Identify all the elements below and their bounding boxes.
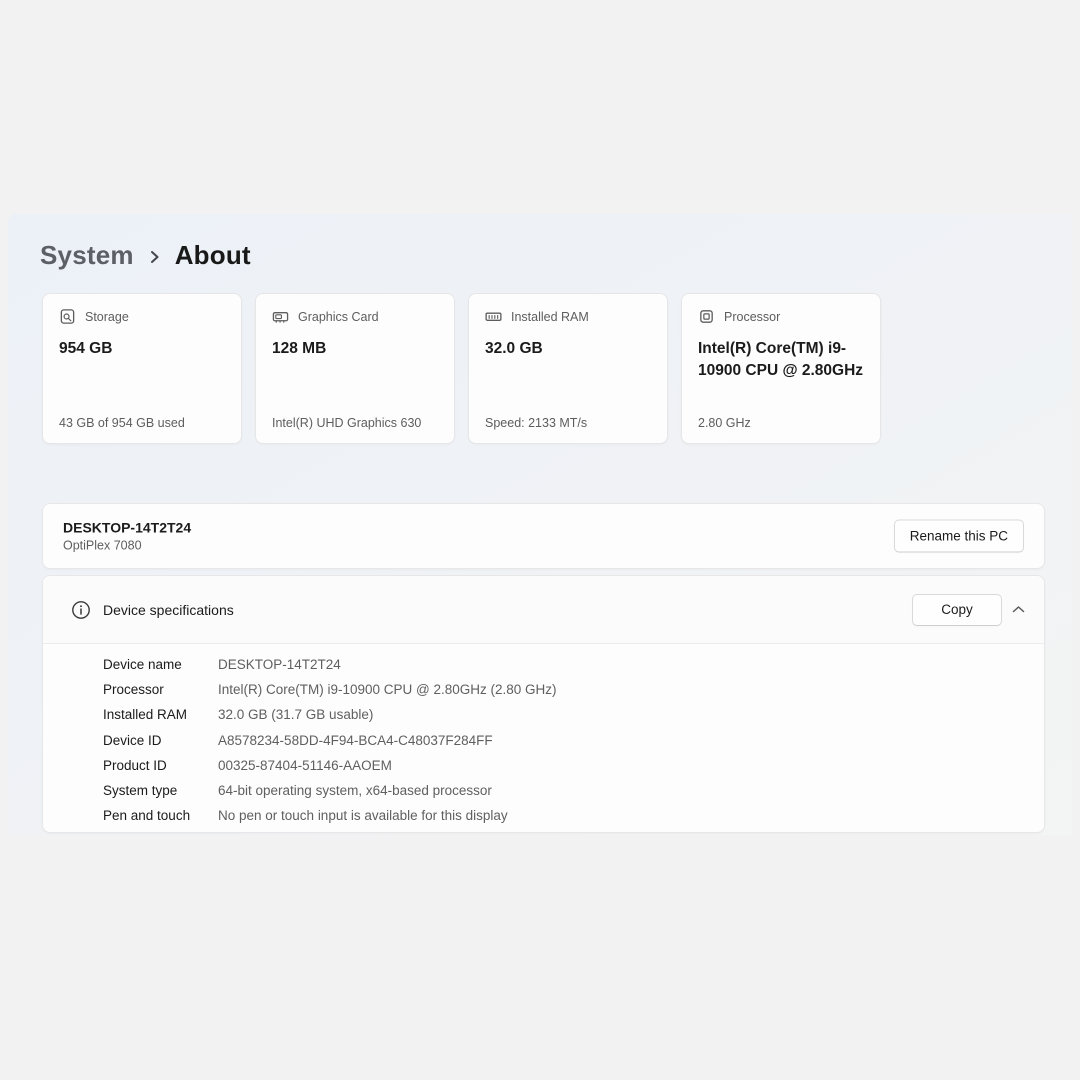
card-detail: Intel(R) UHD Graphics 630	[272, 416, 422, 430]
processor-icon	[698, 308, 715, 325]
spec-value: 00325-87404-51146-AAOEM	[218, 757, 392, 773]
spec-label: Installed RAM	[103, 707, 188, 723]
chevron-up-icon[interactable]	[1005, 597, 1031, 623]
spec-value: 64-bit operating system, x64-based proce…	[218, 783, 492, 799]
processor-card: Processor Intel(R) Core(TM) i9-10900 CPU…	[681, 293, 881, 444]
card-value: Intel(R) Core(TM) i9-10900 CPU @ 2.80GHz	[698, 340, 864, 379]
rename-pc-button[interactable]: Rename this PC	[893, 519, 1024, 553]
spec-value: A8578234-58DD-4F94-BCA4-C48037F284FF	[218, 732, 493, 748]
summary-cards: Storage 954 GB 43 GB of 954 GB used Grap…	[42, 293, 881, 444]
spec-row-device-name: Device name DESKTOP-14T2T24	[43, 652, 1044, 677]
spec-value: 32.0 GB (31.7 GB usable)	[218, 707, 374, 723]
spec-label: Processor	[103, 682, 164, 698]
graphics-card-card: Graphics Card 128 MB Intel(R) UHD Graphi…	[255, 293, 455, 444]
storage-card: Storage 954 GB 43 GB of 954 GB used	[42, 293, 242, 444]
ram-icon	[485, 308, 502, 325]
page-title: About	[174, 240, 251, 270]
info-icon	[71, 600, 91, 620]
card-label: Graphics Card	[298, 309, 379, 324]
device-specifications-panel: Device specifications Copy Device name D…	[42, 575, 1045, 833]
card-label: Installed RAM	[511, 309, 589, 324]
spec-label: Device name	[103, 657, 182, 673]
graphics-card-icon	[272, 308, 289, 325]
spec-row-installed-ram: Installed RAM 32.0 GB (31.7 GB usable)	[43, 702, 1044, 727]
spec-row-processor: Processor Intel(R) Core(TM) i9-10900 CPU…	[43, 677, 1044, 702]
spec-value: No pen or touch input is available for t…	[218, 808, 508, 824]
spec-row-product-id: Product ID 00325-87404-51146-AAOEM	[43, 753, 1044, 778]
card-detail: 2.80 GHz	[698, 416, 751, 430]
spec-label: Pen and touch	[103, 808, 191, 824]
spec-value: DESKTOP-14T2T24	[218, 657, 341, 673]
installed-ram-card: Installed RAM 32.0 GB Speed: 2133 MT/s	[468, 293, 668, 444]
breadcrumb-system[interactable]: System	[40, 240, 134, 270]
spec-label: Product ID	[103, 757, 167, 773]
device-name: DESKTOP-14T2T24	[63, 519, 192, 536]
device-model: OptiPlex 7080	[63, 538, 142, 553]
card-label: Storage	[85, 309, 129, 324]
spec-row-pen-and-touch: Pen and touch No pen or touch input is a…	[43, 803, 1044, 828]
spec-row-system-type: System type 64-bit operating system, x64…	[43, 778, 1044, 803]
card-label: Processor	[724, 309, 781, 324]
spec-label: System type	[103, 783, 178, 799]
device-name-panel: DESKTOP-14T2T24 OptiPlex 7080 Rename thi…	[42, 503, 1045, 569]
spec-value: Intel(R) Core(TM) i9-10900 CPU @ 2.80GHz…	[218, 682, 557, 698]
spec-row-device-id: Device ID A8578234-58DD-4F94-BCA4-C48037…	[43, 728, 1044, 753]
card-detail: Speed: 2133 MT/s	[485, 416, 588, 430]
device-specifications-body: Device name DESKTOP-14T2T24 Processor In…	[43, 644, 1044, 829]
spec-label: Device ID	[103, 732, 162, 748]
card-value: 32.0 GB	[485, 340, 543, 357]
breadcrumb-chevron-icon	[148, 247, 161, 267]
device-specifications-header[interactable]: Device specifications Copy	[43, 576, 1044, 644]
storage-icon	[59, 308, 76, 325]
copy-button[interactable]: Copy	[912, 593, 1002, 626]
card-value: 128 MB	[272, 340, 327, 357]
card-value: 954 GB	[59, 340, 113, 357]
breadcrumb: System About	[40, 240, 251, 271]
device-specifications-title: Device specifications	[103, 601, 234, 618]
card-detail: 43 GB of 954 GB used	[59, 416, 185, 430]
